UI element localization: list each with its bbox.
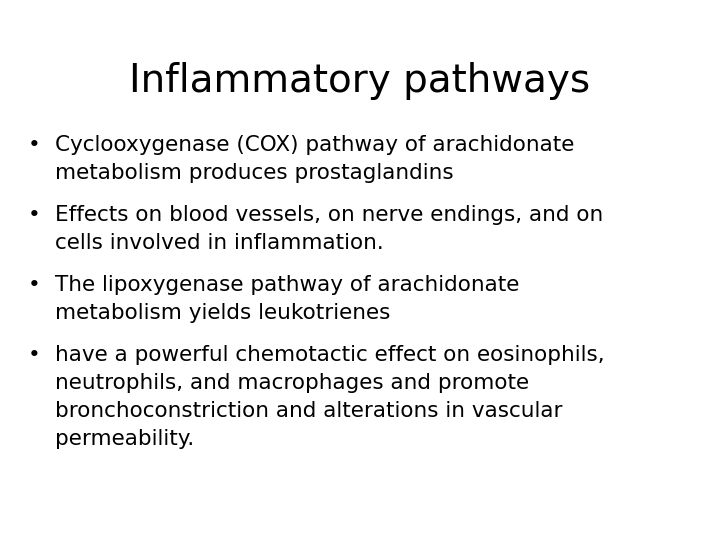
Text: have a powerful chemotactic effect on eosinophils,: have a powerful chemotactic effect on eo… [55,345,605,365]
Text: •: • [28,345,41,365]
Text: cells involved in inflammation.: cells involved in inflammation. [55,233,384,253]
Text: Inflammatory pathways: Inflammatory pathways [130,62,590,100]
Text: Cyclooxygenase (COX) pathway of arachidonate: Cyclooxygenase (COX) pathway of arachido… [55,135,575,155]
Text: permeability.: permeability. [55,429,194,449]
Text: neutrophils, and macrophages and promote: neutrophils, and macrophages and promote [55,373,529,393]
Text: •: • [28,275,41,295]
Text: bronchoconstriction and alterations in vascular: bronchoconstriction and alterations in v… [55,401,562,421]
Text: •: • [28,135,41,155]
Text: The lipoxygenase pathway of arachidonate: The lipoxygenase pathway of arachidonate [55,275,519,295]
Text: metabolism produces prostaglandins: metabolism produces prostaglandins [55,163,454,183]
Text: metabolism yields leukotrienes: metabolism yields leukotrienes [55,303,390,323]
Text: Effects on blood vessels, on nerve endings, and on: Effects on blood vessels, on nerve endin… [55,205,603,225]
Text: •: • [28,205,41,225]
